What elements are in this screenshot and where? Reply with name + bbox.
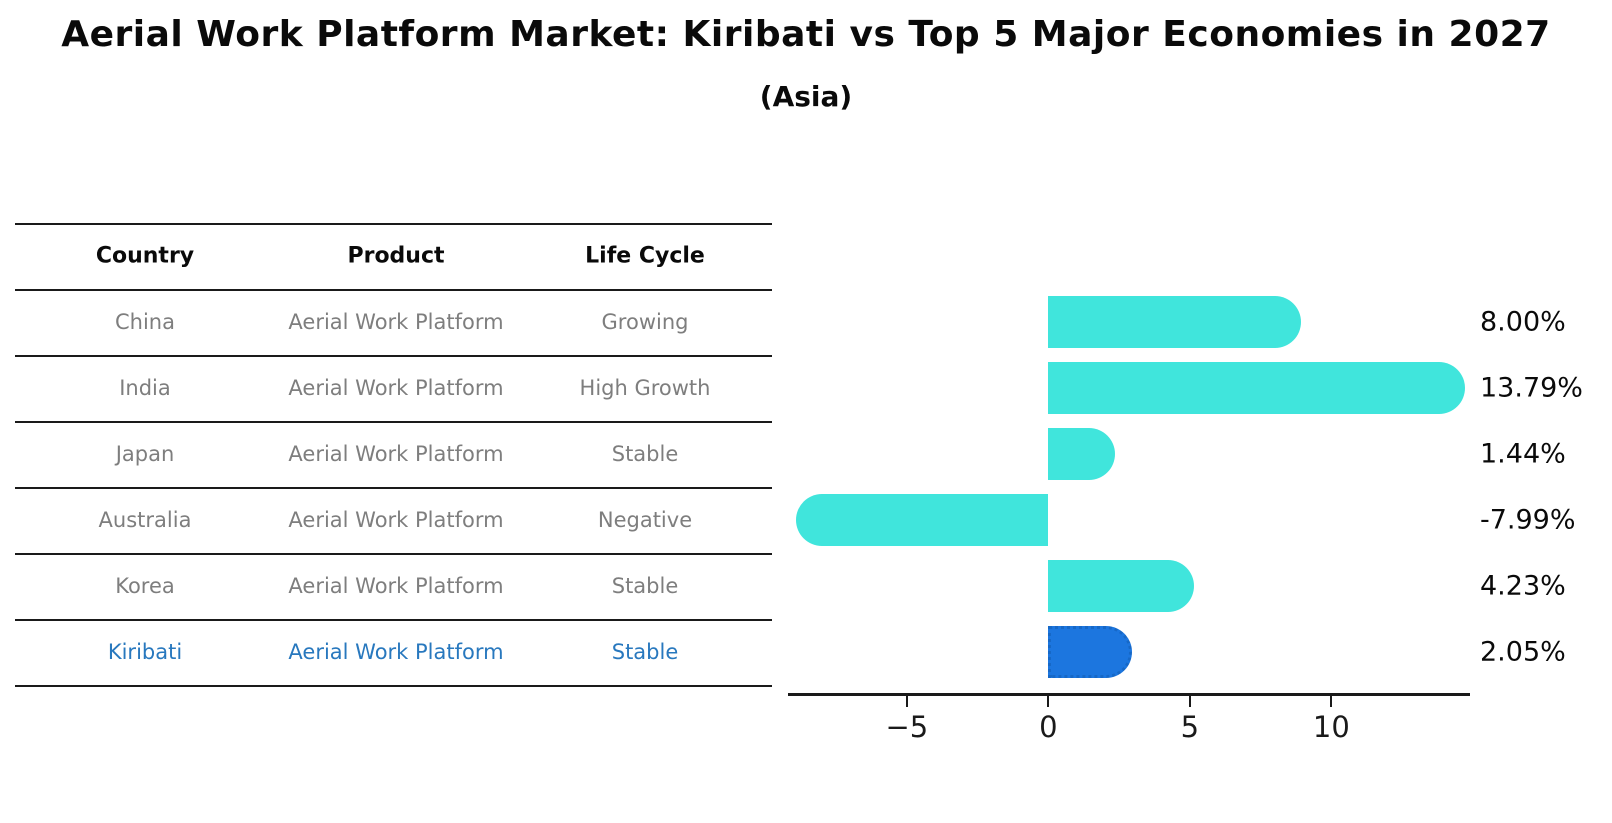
bar-australia — [796, 494, 1049, 546]
table-header-country: Country — [95, 243, 195, 269]
table-cell: Japan — [115, 442, 175, 466]
x-axis-tick-label: 10 — [1312, 710, 1350, 744]
table-cell: China — [115, 310, 175, 334]
table-cell: Stable — [611, 442, 679, 466]
table-row-divider — [15, 619, 772, 621]
table-cell: Stable — [611, 574, 679, 598]
bar-india — [1048, 362, 1465, 414]
table-cell: Kiribati — [107, 640, 183, 664]
table-cell: Aerial Work Platform — [288, 442, 504, 466]
table-row-divider — [15, 553, 772, 555]
table-row-divider — [15, 487, 772, 489]
bar-japan — [1048, 428, 1116, 480]
table-cell: Negative — [597, 508, 693, 532]
table-cell: Aerial Work Platform — [288, 574, 504, 598]
x-axis-tick — [905, 696, 908, 707]
bar-china — [1048, 296, 1301, 348]
table-cell: Aerial Work Platform — [288, 508, 504, 532]
bar-value-label: -7.99% — [1480, 504, 1576, 536]
table-cell: High Growth — [579, 376, 711, 400]
table-cell: Australia — [98, 508, 192, 532]
bar-kiribati — [1048, 626, 1133, 678]
table-row-divider — [15, 421, 772, 423]
x-axis-tick — [1047, 696, 1050, 707]
table-cell: Aerial Work Platform — [288, 640, 504, 664]
table-header-product: Product — [347, 243, 445, 269]
bar-value-label: 13.79% — [1480, 372, 1583, 404]
bar-value-label: 1.44% — [1480, 438, 1566, 470]
bar-korea — [1048, 560, 1195, 612]
table-header-life-cycle: Life Cycle — [585, 243, 705, 269]
table-cell: Aerial Work Platform — [288, 376, 504, 400]
table-cell: Aerial Work Platform — [288, 310, 504, 334]
x-axis-tick-label: −5 — [885, 710, 929, 744]
x-axis-tick — [1188, 696, 1191, 707]
table-row-divider — [15, 355, 772, 357]
x-axis-tick — [1330, 696, 1333, 707]
chart-title: Aerial Work Platform Market: Kiribati vs… — [61, 14, 1551, 55]
bar-value-label: 4.23% — [1480, 570, 1566, 602]
table-cell: Growing — [601, 310, 689, 334]
x-axis-line — [788, 693, 1470, 696]
table-cell: Stable — [611, 640, 679, 664]
table-cell: Korea — [115, 574, 175, 598]
table-cell: India — [119, 376, 171, 400]
table-row-divider — [15, 289, 772, 291]
table-row-divider — [15, 685, 772, 687]
x-axis-tick-label: 5 — [1180, 710, 1200, 744]
bar-value-label: 2.05% — [1480, 636, 1566, 668]
chart-subtitle: (Asia) — [759, 80, 853, 113]
table-row-divider — [15, 223, 772, 225]
x-axis-tick-label: 0 — [1039, 710, 1058, 744]
bar-value-label: 8.00% — [1480, 306, 1566, 338]
